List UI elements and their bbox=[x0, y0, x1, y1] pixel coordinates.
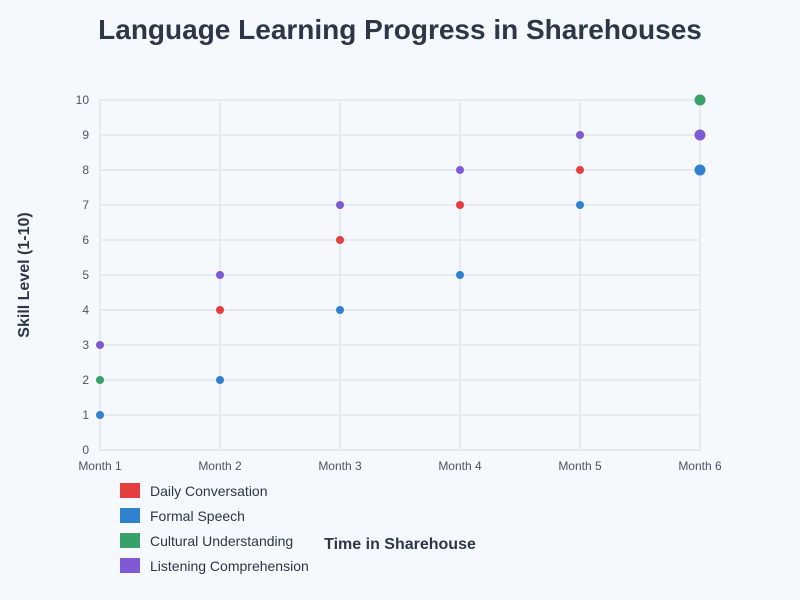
data-point[interactable] bbox=[694, 164, 706, 176]
legend-label: Cultural Understanding bbox=[150, 532, 294, 549]
data-point[interactable] bbox=[336, 306, 344, 314]
x-axis-label: Time in Sharehouse bbox=[324, 536, 476, 553]
data-point[interactable] bbox=[456, 271, 464, 279]
x-tick-label: Month 3 bbox=[318, 459, 362, 473]
x-tick-label: Month 6 bbox=[678, 459, 722, 473]
y-tick-label: 8 bbox=[82, 163, 89, 177]
data-point[interactable] bbox=[336, 201, 344, 209]
y-tick-label: 1 bbox=[82, 408, 89, 422]
y-tick-label: 9 bbox=[82, 128, 89, 142]
data-point[interactable] bbox=[96, 341, 104, 349]
legend-swatch bbox=[120, 508, 140, 523]
data-point[interactable] bbox=[576, 201, 584, 209]
x-tick-label: Month 4 bbox=[438, 459, 482, 473]
data-point[interactable] bbox=[694, 94, 706, 106]
data-point[interactable] bbox=[576, 131, 584, 139]
y-axis-ticks: 0 1 2 3 4 5 6 7 8 9 10 bbox=[76, 93, 90, 457]
data-point[interactable] bbox=[96, 411, 104, 419]
data-point[interactable] bbox=[216, 271, 224, 279]
x-tick-label: Month 5 bbox=[558, 459, 602, 473]
x-axis-ticks: Month 1 Month 2 Month 3 Month 4 Month 5 Month… bbox=[78, 459, 722, 473]
data-point[interactable] bbox=[96, 376, 104, 384]
data-point[interactable] bbox=[694, 129, 706, 141]
grid-lines bbox=[99, 99, 701, 451]
y-tick-label: 5 bbox=[82, 268, 89, 282]
legend-item-formal-speech[interactable]: Formal Speech bbox=[120, 503, 309, 528]
y-tick-label: 2 bbox=[82, 373, 89, 387]
y-tick-label: 10 bbox=[76, 93, 90, 107]
legend-item-daily-conversation[interactable]: Daily Conversation bbox=[120, 478, 309, 503]
legend-label: Daily Conversation bbox=[150, 482, 268, 499]
legend-swatch bbox=[120, 483, 140, 498]
y-tick-label: 3 bbox=[82, 338, 89, 352]
data-point[interactable] bbox=[216, 376, 224, 384]
y-axis-label: Skill Level (1-10) bbox=[16, 212, 33, 338]
y-tick-label: 4 bbox=[82, 303, 89, 317]
x-tick-label: Month 2 bbox=[198, 459, 242, 473]
data-point[interactable] bbox=[456, 201, 464, 209]
x-tick-label: Month 1 bbox=[78, 459, 122, 473]
data-points bbox=[96, 94, 706, 419]
legend-swatch bbox=[120, 558, 140, 573]
y-tick-label: 6 bbox=[82, 233, 89, 247]
legend-label: Listening Comprehension bbox=[150, 557, 309, 574]
legend-label: Formal Speech bbox=[150, 507, 245, 524]
data-point[interactable] bbox=[336, 236, 344, 244]
y-tick-label: 7 bbox=[82, 198, 89, 212]
legend-swatch bbox=[120, 533, 140, 548]
legend: Daily Conversation Formal Speech Cultura… bbox=[120, 478, 309, 578]
data-point[interactable] bbox=[576, 166, 584, 174]
data-point[interactable] bbox=[456, 166, 464, 174]
y-tick-label: 0 bbox=[82, 443, 89, 457]
data-point[interactable] bbox=[216, 306, 224, 314]
legend-item-listening-comprehension[interactable]: Listening Comprehension bbox=[120, 553, 309, 578]
legend-item-cultural-understanding[interactable]: Cultural Understanding bbox=[120, 528, 309, 553]
chart-title: Language Learning Progress in Sharehouse… bbox=[98, 14, 702, 45]
